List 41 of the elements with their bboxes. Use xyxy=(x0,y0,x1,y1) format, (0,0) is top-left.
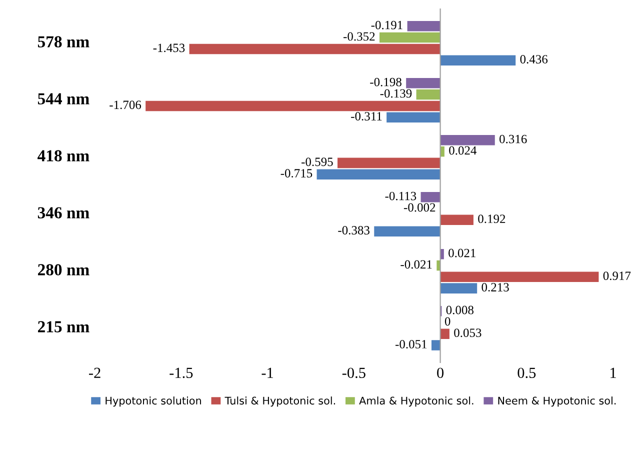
x-tick-label: -0.5 xyxy=(342,368,366,378)
y-tick-label: 544 nm xyxy=(38,93,90,104)
data-label: -0.595 xyxy=(302,158,333,166)
data-label: 0.436 xyxy=(520,55,548,64)
data-label: -0.383 xyxy=(338,226,370,235)
y-tick-label: 215 nm xyxy=(38,321,90,332)
data-label: -0.352 xyxy=(344,32,375,41)
x-tick-label: -1.5 xyxy=(170,368,193,378)
data-label: -0.051 xyxy=(395,340,427,348)
data-label: 0.917 xyxy=(603,272,631,280)
data-label: -1.453 xyxy=(153,44,185,52)
data-label: -0.191 xyxy=(371,20,402,30)
data-label: 0.053 xyxy=(454,328,482,338)
x-tick-label: -1 xyxy=(262,368,273,378)
legend-label: Tulsi & Hypotonic sol. xyxy=(224,396,336,407)
data-label: 0.008 xyxy=(446,306,474,314)
data-label: -0.021 xyxy=(400,260,432,269)
x-tick-label: 0.5 xyxy=(518,368,536,378)
y-tick-label: 578 nm xyxy=(38,36,90,48)
x-tick-label: 0 xyxy=(437,368,444,378)
data-label: 0.213 xyxy=(482,283,509,292)
x-tick-label: -2 xyxy=(89,368,100,378)
data-label: -0.139 xyxy=(380,89,412,98)
data-label: 0 xyxy=(444,317,450,326)
data-label: -0.311 xyxy=(351,112,382,121)
data-label: 0.021 xyxy=(448,248,476,258)
legend-label: Hypotonic solution xyxy=(106,396,201,407)
data-label: -0.113 xyxy=(385,192,416,200)
x-tick-label: 1 xyxy=(610,368,616,378)
data-label: -0.002 xyxy=(404,203,436,212)
data-label: -0.715 xyxy=(280,169,312,178)
legend-label: Amla & Hypotonic sol. xyxy=(359,396,474,407)
y-tick-label: 346 nm xyxy=(38,207,90,218)
y-tick-label: 418 nm xyxy=(38,150,90,162)
legend-label: Neem & Hypotonic sol. xyxy=(498,396,616,407)
y-tick-label: 280 nm xyxy=(38,264,90,276)
data-label: 0.316 xyxy=(500,134,527,144)
data-label: -1.706 xyxy=(110,100,142,110)
data-label: -0.198 xyxy=(370,78,402,86)
data-label: 0.192 xyxy=(478,214,506,224)
data-label: 0.024 xyxy=(449,146,477,155)
